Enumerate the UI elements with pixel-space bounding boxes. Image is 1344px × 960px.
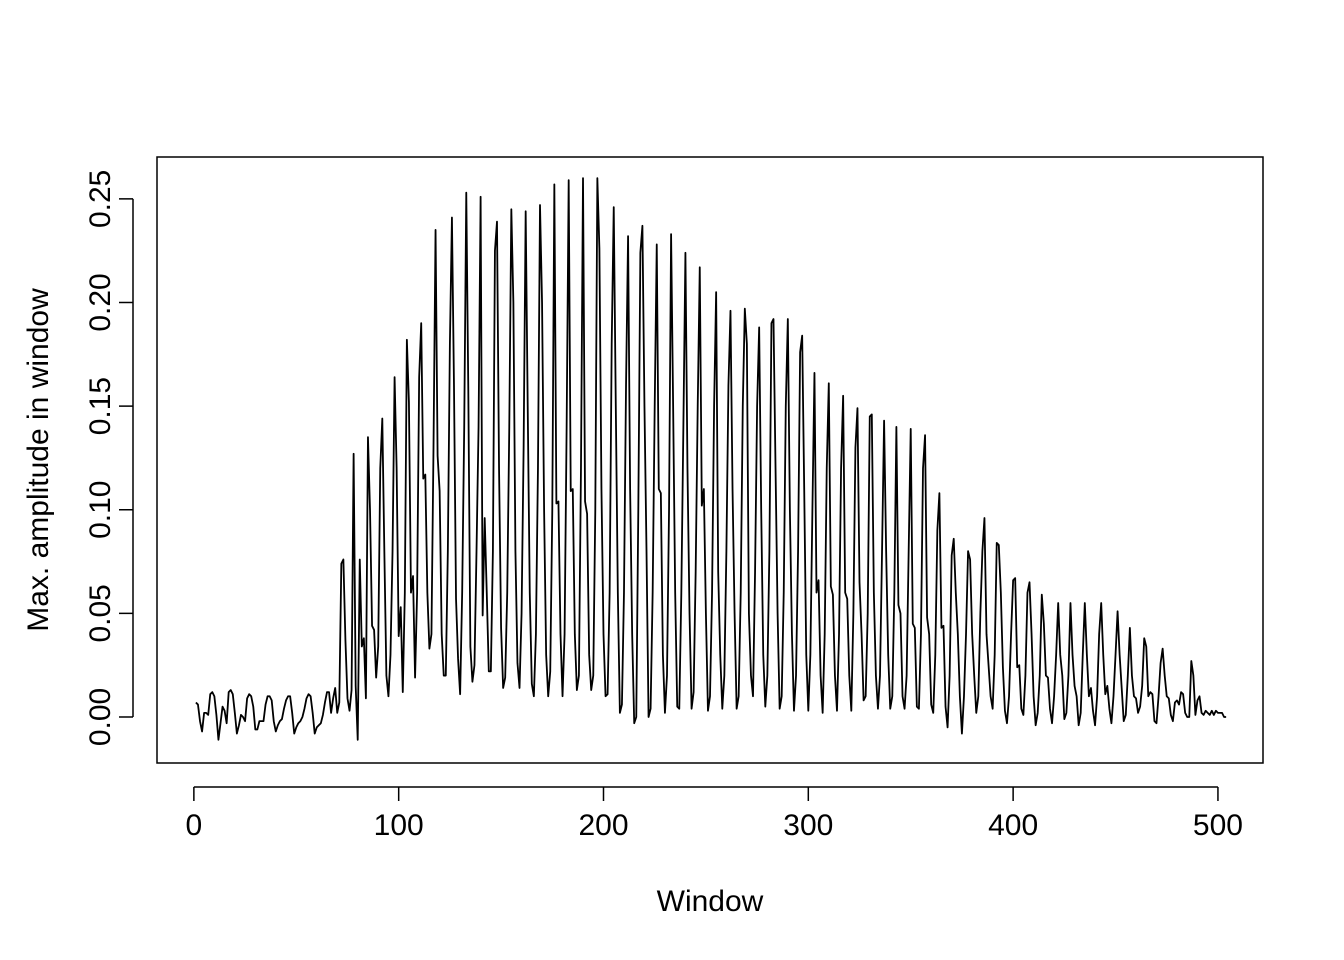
series-line (195, 177, 1227, 741)
y-tick-label: 0.15 (84, 377, 117, 435)
y-axis-label: Max. amplitude in window (22, 288, 55, 632)
y-tick-label: 0.20 (84, 273, 117, 331)
plot-frame (156, 156, 1264, 764)
y-tick-label: 0.10 (84, 481, 117, 539)
y-axis: 0.00 0.05 0.10 0.15 0.20 0.25 (84, 170, 134, 746)
y-tick-label: 0.05 (84, 584, 117, 642)
x-tick-label: 300 (783, 809, 833, 842)
x-axis-label: Window (657, 885, 764, 918)
y-tick-label: 0.00 (84, 688, 117, 746)
x-axis: 0 100 200 300 400 500 (186, 786, 1243, 842)
x-tick-label: 500 (1193, 809, 1243, 842)
x-tick-label: 0 (186, 809, 203, 842)
x-tick-label: 200 (578, 809, 628, 842)
y-tick-label: 0.25 (84, 170, 117, 228)
x-tick-label: 100 (374, 809, 424, 842)
x-tick-label: 400 (988, 809, 1038, 842)
